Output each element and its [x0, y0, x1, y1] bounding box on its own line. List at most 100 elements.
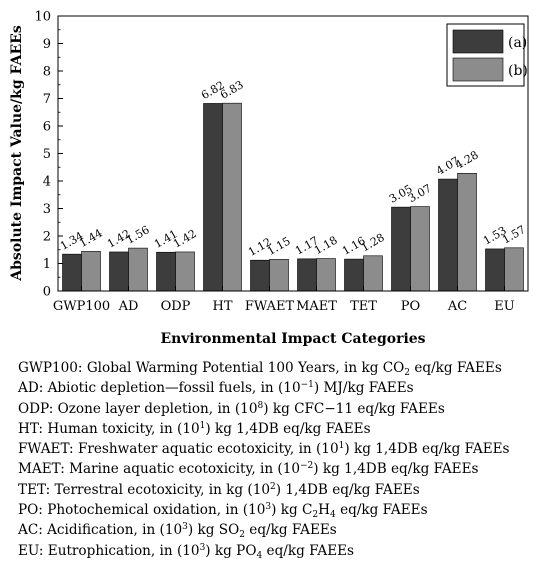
note-maet: MAET: Marine aquatic ecotoxicity, in (10… [18, 459, 546, 479]
note-text-part: 2 [312, 510, 319, 521]
note-text-part: H [318, 502, 331, 519]
data-label-tet-b: 1.28 [359, 231, 387, 255]
legend-swatch-a [452, 29, 504, 54]
legend-swatch-b [452, 57, 504, 82]
bar-po-b [410, 206, 430, 292]
x-axis-title: Environmental Impact Categories [160, 331, 425, 347]
data-label-ht-b: 6.83 [218, 78, 246, 102]
bar-gwp100-b [81, 251, 101, 292]
note-odp: ODP: Ozone layer depletion, in (108) kg … [18, 399, 546, 419]
bar-ht-a [203, 103, 223, 292]
bar-ac-b [457, 173, 477, 292]
note-text-part: FWAET: Freshwater aquatic ecotoxicity, i… [18, 441, 339, 458]
y-tick-label: 9 [43, 37, 51, 52]
plot-layer: 1.341.44 1.421.56 1.411.426.826.831.121.15… [58, 78, 528, 292]
note-text-part: HT: Human toxicity, in (10 [18, 420, 200, 437]
data-label-gwp100-b: 1.44 [77, 226, 105, 250]
bar-gwp100-a [62, 253, 82, 292]
note-gwp100: GWP100: Global Warming Potential 100 Yea… [18, 358, 546, 378]
note-text-part: eq/kg FAEEs [244, 522, 337, 539]
note-ad: AD: Abiotic depletion—fossil fuels, in (… [18, 378, 546, 398]
note-ac: AC: Acidification, in (103) kg SO2 eq/kg… [18, 520, 546, 540]
x-tick-label: MAET [296, 299, 337, 314]
note-text-part: ) kg 1,4DB eq/kg FAEEs [313, 461, 479, 478]
bar-fwaet-b [269, 259, 289, 292]
data-label-ad-b: 1.56 [124, 223, 152, 247]
x-tick-label: ODP [161, 299, 191, 314]
note-text-part: ) kg CFC−11 eq/kg FAEEs [263, 400, 445, 417]
legend: (a) (b) [446, 23, 528, 87]
note-text-part: 3 [182, 522, 188, 533]
bar-odp-a [156, 251, 176, 292]
note-po: PO: Photochemical oxidation, in (103) kg… [18, 500, 546, 520]
note-text-part: 2 [270, 481, 276, 492]
y-tick-label: 2 [43, 230, 51, 245]
note-text-part: ) kg SO [187, 522, 240, 539]
note-text-part: AC: Acidification, in (10 [18, 522, 183, 539]
bar-tet-a [344, 258, 364, 292]
y-tick-label: 3 [43, 202, 51, 217]
note-text-part: ) kg PO [205, 542, 257, 559]
data-label-ac-b: 4.28 [453, 148, 481, 172]
bar-eu-a [485, 248, 505, 292]
x-tick-label: PO [401, 299, 420, 314]
note-text-part: 2 [404, 368, 411, 378]
bar-ac-a [438, 178, 458, 292]
y-tick-label: 7 [43, 92, 51, 107]
data-label-po-b: 3.07 [406, 182, 434, 206]
note-text-part: GWP100: Global Warming Potential 100 Yea… [18, 360, 405, 376]
y-tick-label: 10 [34, 10, 51, 25]
y-tick-label: 1 [43, 257, 51, 272]
note-text-part: 3 [265, 502, 272, 513]
x-tick-label: EU [494, 299, 514, 314]
note-text-part: 8 [257, 400, 264, 411]
y-tick-label: 0 [43, 285, 51, 300]
abbreviation-notes: GWP100: Global Warming Potential 100 Yea… [18, 358, 546, 561]
note-text-part: eq/kg FAEEs [262, 542, 355, 559]
note-eu: EU: Eutrophication, in (103) kg PO4 eq/k… [18, 541, 546, 561]
x-tick-label: FWAET [245, 299, 295, 314]
note-text-part: AD: Abiotic depletion—fossil fuels, in (… [18, 380, 301, 397]
data-label-fwaet-b: 1.15 [265, 234, 293, 258]
note-text-part: ) kg 1,4DB eq/kg FAEEs [344, 441, 510, 458]
bar-po-a [391, 206, 411, 292]
note-text-part: ODP: Ozone layer depletion, in (10 [18, 400, 258, 417]
x-tick-label: AD [118, 299, 139, 314]
legend-label-b: (b) [508, 63, 528, 79]
note-text-part: EU: Eutrophication, in (10 [18, 542, 200, 559]
note-ht: HT: Human toxicity, in (101) kg 1,4DB eq… [18, 419, 546, 439]
data-label-eu-b: 1.57 [500, 223, 528, 247]
bar-eu-b [504, 247, 524, 292]
note-tet: TET: Terrestral ecotoxicity, in kg (102)… [18, 480, 546, 500]
note-text-part: 4 [330, 510, 336, 521]
note-text-part: 2 [239, 530, 245, 541]
note-text-part: 1 [199, 420, 206, 431]
note-text-part: eq/kg FAEEs [335, 502, 428, 519]
data-label-odp-b: 1.42 [171, 227, 199, 251]
x-tick-label: AC [447, 299, 467, 314]
legend-label-a: (a) [508, 35, 527, 51]
y-tick-label: 8 [43, 65, 51, 80]
bar-ad-b [128, 247, 148, 292]
note-fwaet: FWAET: Freshwater aquatic ecotoxicity, i… [18, 439, 546, 459]
bar-maet-b [316, 258, 336, 292]
note-text-part: TET: Terrestral ecotoxicity, in kg (10 [18, 481, 271, 498]
note-text-part: −2 [300, 461, 314, 472]
y-tick-label: 5 [43, 147, 51, 162]
note-text-part: 4 [256, 550, 263, 561]
bar-tet-b [363, 255, 383, 292]
note-text-part: 1 [338, 441, 345, 452]
y-tick-label: 6 [43, 120, 51, 135]
bar-maet-a [297, 258, 317, 292]
y-axis-title: Absolute Impact Value/kg FAEEs [9, 25, 25, 282]
bar-ht-b [222, 102, 242, 292]
note-text-part: 3 [199, 542, 206, 553]
y-tick-label: 4 [43, 175, 51, 190]
note-text-part: ) kg C [271, 502, 313, 519]
note-text-part: −1 [300, 380, 314, 391]
bar-odp-b [175, 251, 195, 292]
note-text-part: eq/kg FAEEs [410, 360, 502, 376]
data-label-maet-b: 1.18 [312, 234, 340, 258]
x-tick-label: GWP100 [53, 299, 110, 314]
note-text-part: PO: Photochemical oxidation, in (10 [18, 502, 266, 519]
